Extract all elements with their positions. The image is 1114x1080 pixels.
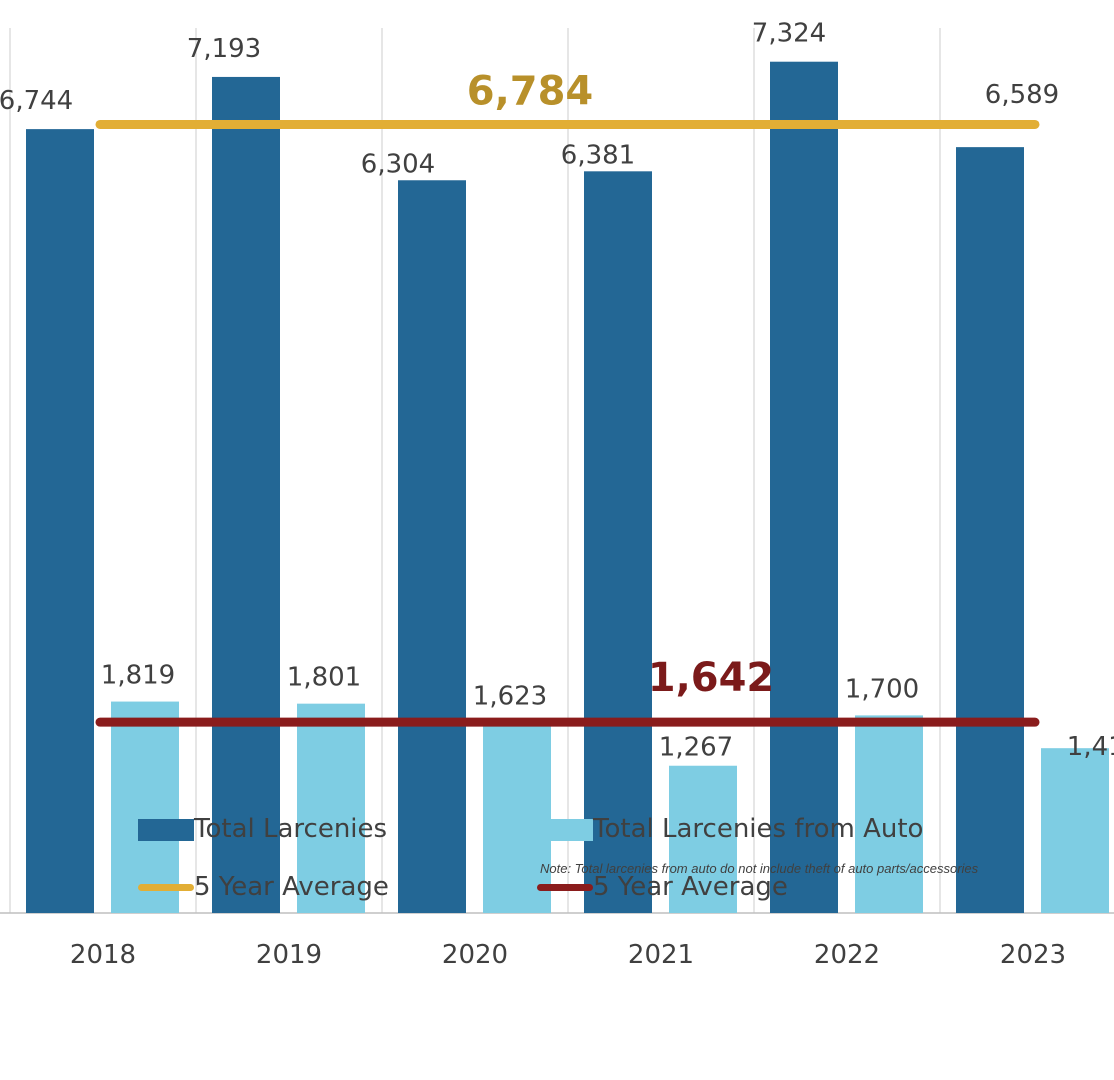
bar-total-2020 (398, 180, 466, 914)
bar-total-2021 (584, 171, 652, 914)
legend-label-total-average: 5 Year Average (194, 872, 389, 902)
x-tick-label-2020: 2020 (442, 940, 508, 970)
bar-total-2023 (956, 147, 1024, 913)
bar-total-2022 (770, 61, 838, 913)
legend-swatch-total-average (138, 884, 194, 891)
legend-item-total-average: 5 Year Average (138, 872, 389, 902)
legend-item-total-larcenies: Total Larcenies (138, 814, 387, 844)
data-label-auto-2020: 1,623 (473, 681, 547, 711)
legend-item-larcenies-from-auto: Total Larcenies from Auto (537, 814, 923, 844)
x-tick-label-2021: 2021 (628, 940, 694, 970)
legend-swatch-auto-average (537, 884, 593, 891)
data-label-auto-2019: 1,801 (287, 663, 361, 693)
data-label-auto-2022: 1,700 (845, 674, 919, 704)
data-label-total-2022: 7,324 (752, 19, 826, 49)
legend-swatch-total-larcenies (138, 818, 194, 841)
data-label-auto-2023: 1,418 (1067, 732, 1114, 762)
chart-note: Note: Total larcenies from auto do not i… (540, 861, 979, 876)
bar-auto-2019 (297, 703, 365, 913)
legend-label-auto-average: 5 Year Average (593, 872, 788, 902)
x-tick-label-2018: 2018 (70, 940, 136, 970)
legend-label-total-larcenies: Total Larcenies (194, 814, 388, 844)
x-tick-label-2023: 2023 (1000, 940, 1066, 970)
data-label-total-2019: 7,193 (187, 34, 261, 64)
average-label-auto: 1,642 (648, 655, 775, 701)
bar-auto-2021 (669, 765, 737, 913)
data-label-auto-2021: 1,267 (659, 733, 733, 763)
data-label-total-2020: 6,304 (361, 149, 435, 179)
x-tick-label-2022: 2022 (814, 940, 880, 970)
legend-item-auto-average: 5 Year Average (537, 872, 788, 902)
data-label-auto-2018: 1,819 (101, 661, 175, 691)
legend-swatch-larcenies-from-auto (537, 818, 593, 841)
data-label-total-2018: 6,744 (0, 86, 73, 116)
data-label-total-2023: 6,589 (985, 80, 1059, 110)
bar-auto-2022 (855, 715, 923, 913)
bar-total-2018 (26, 129, 94, 913)
bar-total-2019 (212, 76, 280, 913)
legend-label-larcenies-from-auto: Total Larcenies from Auto (593, 814, 924, 844)
data-label-total-2021: 6,381 (561, 140, 635, 170)
average-label-total: 6,784 (467, 68, 594, 114)
bar-auto-2023 (1041, 748, 1109, 913)
x-tick-label-2019: 2019 (256, 940, 322, 970)
bar-auto-2018 (111, 701, 179, 913)
